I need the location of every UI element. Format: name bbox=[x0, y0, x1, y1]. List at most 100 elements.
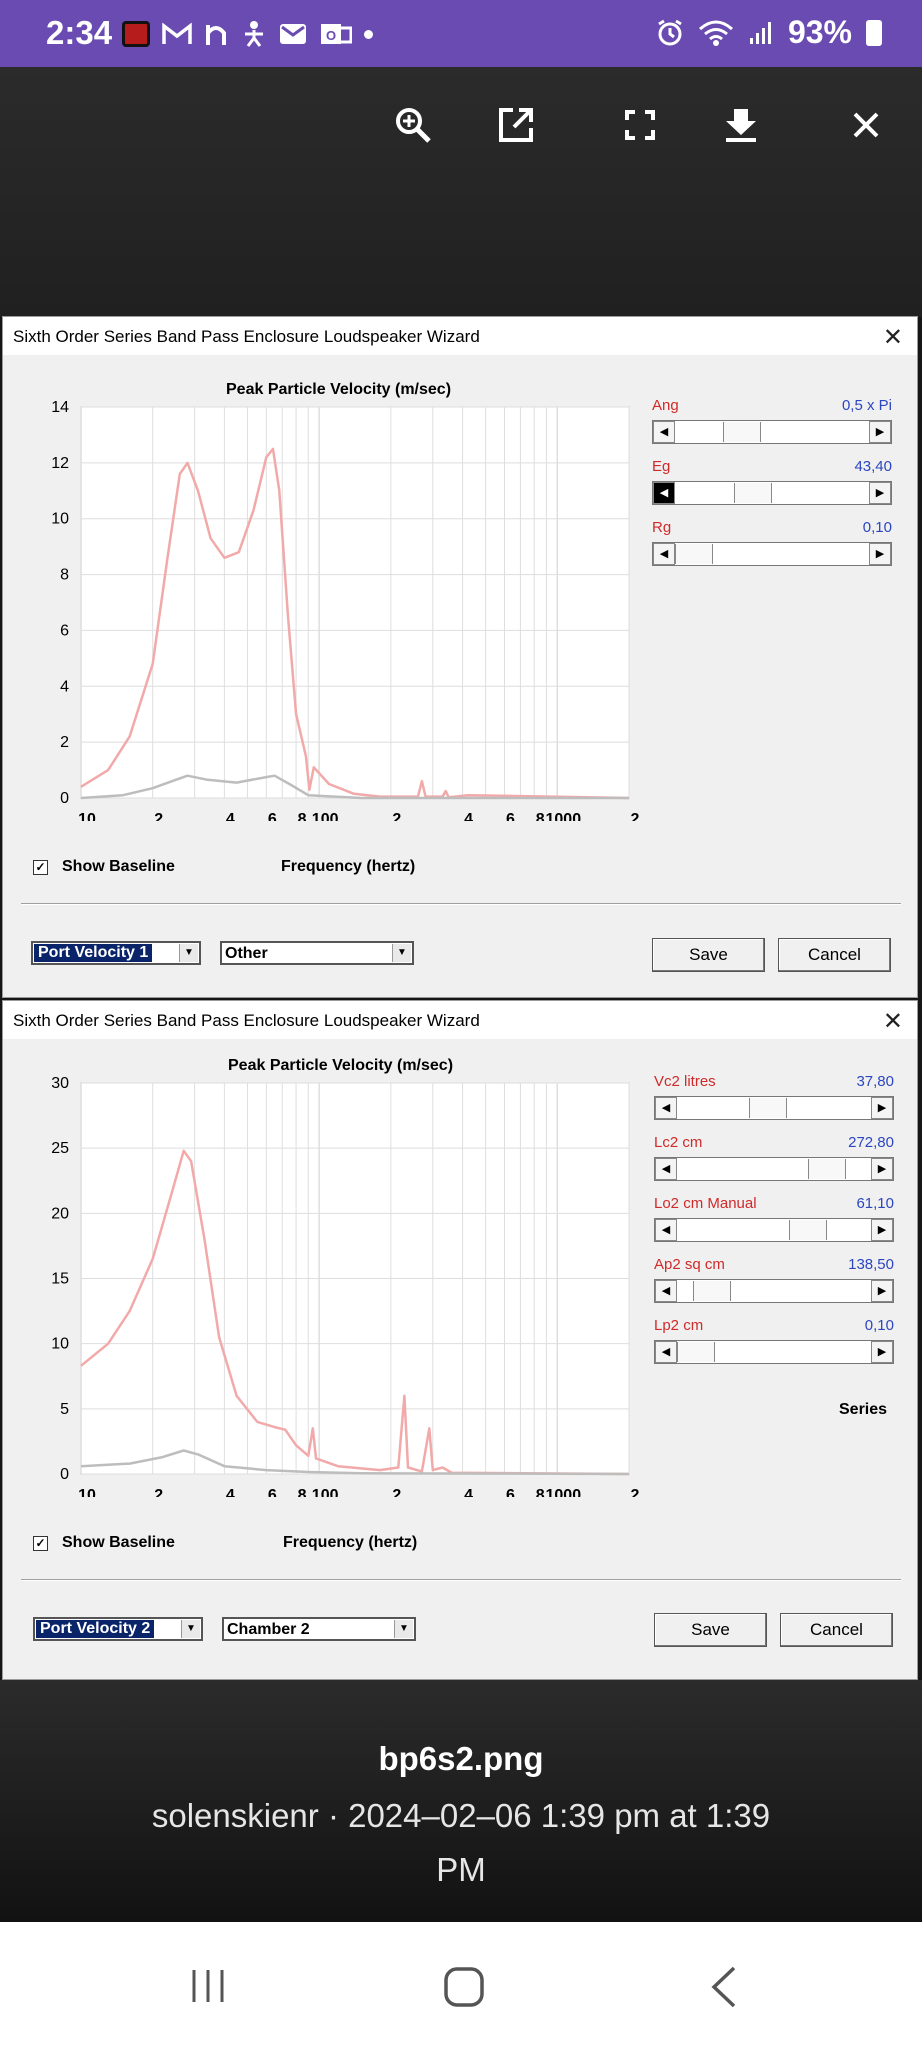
x-tick-label: 10 bbox=[78, 1487, 96, 1497]
x-tick-label: 6 bbox=[506, 1487, 515, 1497]
cancel-button[interactable]: Cancel bbox=[780, 1613, 893, 1647]
cancel-button[interactable]: Cancel bbox=[778, 938, 891, 972]
slider-value: 138,50 bbox=[848, 1256, 894, 1273]
fullscreen-icon[interactable] bbox=[612, 97, 668, 153]
n-app-icon bbox=[206, 25, 226, 45]
scroll-thumb[interactable] bbox=[808, 1159, 847, 1179]
chevron-down-icon[interactable]: ▼ bbox=[392, 944, 411, 962]
slider-value: 0,10 bbox=[862, 519, 892, 536]
series-line-baseline bbox=[80, 774, 629, 800]
parameter-scrollbar[interactable]: ◀ ▶ bbox=[654, 1218, 894, 1242]
parameter-scrollbar[interactable]: ◀ ▶ bbox=[652, 420, 892, 444]
x-tick-label: 1000 bbox=[546, 811, 582, 821]
parameter-scrollbar[interactable]: ◀ ▶ bbox=[652, 542, 892, 566]
scroll-left-arrow-icon[interactable]: ◀ bbox=[655, 1219, 677, 1241]
plot-type-value: Port Velocity 2 bbox=[36, 1620, 155, 1638]
scroll-left-arrow-icon[interactable]: ◀ bbox=[655, 1097, 677, 1119]
show-baseline-checkbox[interactable]: ✓ Show Baseline bbox=[33, 1534, 175, 1552]
show-baseline-label: Show Baseline bbox=[62, 858, 175, 875]
scroll-left-arrow-icon[interactable]: ◀ bbox=[653, 543, 675, 565]
accessibility-icon bbox=[245, 21, 263, 47]
slider-value: 0,10 bbox=[864, 1317, 894, 1334]
scroll-left-arrow-icon[interactable]: ◀ bbox=[655, 1280, 677, 1302]
scroll-thumb[interactable] bbox=[734, 483, 773, 503]
chevron-down-icon[interactable]: ▼ bbox=[181, 1620, 200, 1638]
home-icon[interactable] bbox=[443, 1966, 485, 2008]
scroll-thumb[interactable] bbox=[749, 1098, 787, 1118]
zoom-in-icon[interactable] bbox=[385, 97, 441, 153]
window-title-bar: Sixth Order Series Band Pass Enclosure L… bbox=[3, 317, 917, 355]
component-select[interactable]: Other ▼ bbox=[220, 941, 414, 965]
battery-icon bbox=[866, 19, 882, 46]
y-tick-label: 0 bbox=[60, 790, 69, 807]
separator bbox=[21, 903, 901, 905]
window-close-button[interactable]: ✕ bbox=[882, 324, 903, 351]
scroll-thumb[interactable] bbox=[723, 422, 761, 442]
close-icon[interactable] bbox=[838, 97, 894, 153]
window-close-button[interactable]: ✕ bbox=[882, 1008, 903, 1035]
more-notifications-dot bbox=[364, 29, 373, 39]
parameter-scrollbar[interactable]: ◀ ▶ bbox=[654, 1096, 894, 1120]
save-button[interactable]: Save bbox=[654, 1613, 767, 1647]
scroll-right-arrow-icon[interactable]: ▶ bbox=[871, 1341, 893, 1363]
window-title: Sixth Order Series Band Pass Enclosure L… bbox=[13, 327, 480, 346]
signal-icon bbox=[749, 21, 771, 44]
component-value: Chamber 2 bbox=[227, 1621, 310, 1638]
y-tick-label: 14 bbox=[51, 401, 69, 416]
recents-icon[interactable] bbox=[188, 1966, 228, 2006]
download-icon[interactable] bbox=[713, 97, 769, 153]
parameter-scrollbar[interactable]: ◀ ▶ bbox=[654, 1157, 894, 1181]
component-select[interactable]: Chamber 2 ▼ bbox=[222, 1617, 416, 1641]
series-line-baseline bbox=[80, 1449, 630, 1476]
scroll-thumb[interactable] bbox=[677, 1342, 715, 1362]
chevron-down-icon[interactable]: ▼ bbox=[394, 1620, 413, 1638]
scroll-right-arrow-icon[interactable]: ▶ bbox=[871, 1280, 893, 1302]
plot-type-select[interactable]: Port Velocity 1 ▼ bbox=[31, 941, 201, 965]
plot-type-select[interactable]: Port Velocity 2 ▼ bbox=[33, 1617, 203, 1641]
scroll-left-arrow-icon[interactable]: ◀ bbox=[653, 421, 675, 443]
window-title: Sixth Order Series Band Pass Enclosure L… bbox=[13, 1011, 480, 1030]
alarm-icon bbox=[658, 19, 682, 45]
checkbox-box[interactable]: ✓ bbox=[33, 859, 48, 875]
scroll-right-arrow-icon[interactable]: ▶ bbox=[871, 1097, 893, 1119]
show-baseline-checkbox[interactable]: ✓ Show Baseline bbox=[33, 858, 175, 876]
parameter-scrollbar[interactable]: ◀ ▶ bbox=[652, 481, 892, 505]
mail-icon bbox=[280, 24, 306, 44]
chevron-down-icon[interactable]: ▼ bbox=[179, 944, 198, 962]
parameter-scrollbar[interactable]: ◀ ▶ bbox=[654, 1340, 894, 1364]
scroll-right-arrow-icon[interactable]: ▶ bbox=[869, 421, 891, 443]
svg-text:O: O bbox=[326, 28, 336, 43]
show-baseline-label: Show Baseline bbox=[62, 1534, 175, 1551]
scroll-thumb[interactable] bbox=[789, 1220, 827, 1240]
scroll-thumb[interactable] bbox=[693, 1281, 731, 1301]
scroll-right-arrow-icon[interactable]: ▶ bbox=[869, 482, 891, 504]
series-line-velocity bbox=[80, 447, 630, 800]
scroll-left-arrow-icon[interactable]: ◀ bbox=[655, 1341, 677, 1363]
slider-label: Ang bbox=[652, 397, 679, 414]
slider-value: 272,80 bbox=[848, 1134, 894, 1151]
scroll-thumb[interactable] bbox=[675, 544, 713, 564]
scroll-right-arrow-icon[interactable]: ▶ bbox=[871, 1219, 893, 1241]
parameter-scrollbar[interactable]: ◀ ▶ bbox=[654, 1279, 894, 1303]
image-viewer-toolbar bbox=[0, 67, 922, 317]
y-tick-label: 2 bbox=[60, 734, 69, 751]
scroll-right-arrow-icon[interactable]: ▶ bbox=[871, 1158, 893, 1180]
series-line-velocity bbox=[80, 1149, 630, 1476]
scroll-left-arrow-icon[interactable]: ◀ bbox=[655, 1158, 677, 1180]
scroll-right-arrow-icon[interactable]: ▶ bbox=[869, 543, 891, 565]
slider-value: 43,40 bbox=[854, 458, 892, 475]
scroll-left-arrow-icon[interactable]: ◀ bbox=[653, 482, 675, 504]
y-tick-label: 12 bbox=[51, 455, 69, 472]
x-tick-label: 100 bbox=[312, 811, 339, 821]
gmail-icon bbox=[162, 22, 192, 44]
image-meta-line2: PM bbox=[436, 1851, 486, 1888]
x-tick-label: 2 bbox=[154, 1487, 163, 1497]
open-external-icon[interactable] bbox=[488, 97, 544, 153]
y-tick-label: 4 bbox=[60, 678, 69, 695]
back-icon[interactable] bbox=[706, 1964, 740, 2010]
viewer-background bbox=[0, 1680, 922, 1922]
checkbox-box[interactable]: ✓ bbox=[33, 1535, 48, 1551]
save-button[interactable]: Save bbox=[652, 938, 765, 972]
x-tick-label: 4 bbox=[226, 1487, 235, 1497]
